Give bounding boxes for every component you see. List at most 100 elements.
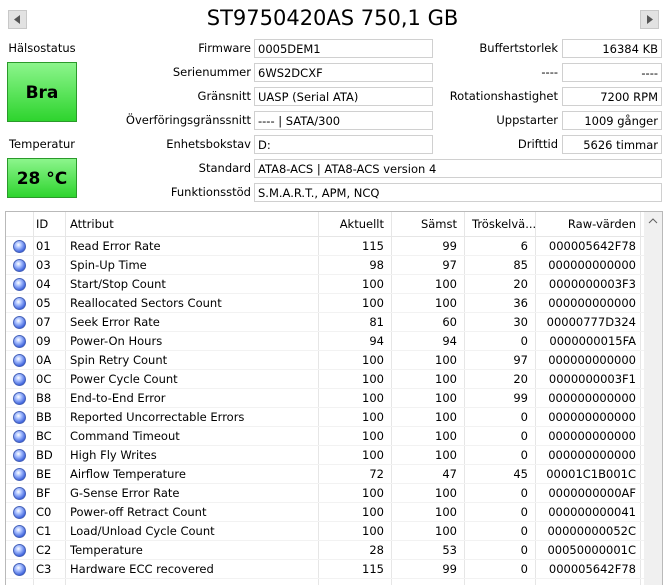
cell: 000000000000	[548, 296, 636, 310]
cell: 81	[369, 315, 384, 329]
cell: 000000000000	[548, 429, 636, 443]
cell: 0A	[36, 353, 52, 367]
cell: 100	[362, 410, 384, 424]
status-icon	[13, 411, 26, 424]
cell: Load/Unload Cycle Count	[70, 524, 215, 538]
cell: 97	[442, 258, 457, 272]
cell: 100	[362, 524, 384, 538]
row-separator	[6, 407, 644, 408]
field-value: ATA8-ACS | ATA8-ACS version 4	[254, 159, 662, 178]
column-header[interactable]: Raw-värden	[567, 217, 636, 231]
cell: 99	[442, 562, 457, 576]
cell: 100	[435, 296, 457, 310]
next-disk-button[interactable]	[640, 10, 659, 29]
field-label: Rotationshastighet	[449, 89, 558, 103]
field-value: D:	[254, 135, 433, 154]
cell: 000000000000	[548, 448, 636, 462]
cell: 04	[36, 277, 51, 291]
cell: Hardware ECC recovered	[70, 562, 214, 576]
cell: 0000000000AF	[548, 486, 636, 500]
column-header[interactable]: Sämst	[420, 217, 457, 231]
field-value: 1009 gånger	[562, 111, 662, 130]
column-separator	[640, 212, 641, 585]
status-icon	[13, 430, 26, 443]
cell: 100	[362, 353, 384, 367]
cell: High Fly Writes	[70, 448, 157, 462]
cell: 85	[513, 258, 528, 272]
column-header[interactable]: ID	[36, 217, 49, 231]
status-icon	[13, 354, 26, 367]
cell: 0000000003F1	[548, 372, 636, 386]
status-icon	[13, 487, 26, 500]
field-label: Enhetsbokstav	[166, 137, 251, 151]
cell: 0000000015FA	[549, 334, 636, 348]
cell: BE	[36, 467, 52, 481]
row-separator	[6, 369, 644, 370]
column-header[interactable]: Attribut	[70, 217, 114, 231]
field-label: Buffertstorlek	[479, 41, 558, 55]
cell: BB	[36, 410, 52, 424]
cell: Reported Uncorrectable Errors	[70, 410, 245, 424]
row-separator	[6, 255, 644, 256]
field-label: Serienummer	[172, 65, 251, 79]
row-separator	[6, 426, 644, 427]
cell: 100	[435, 505, 457, 519]
cell: 100	[362, 296, 384, 310]
field-value: 6WS2DCXF	[254, 63, 433, 82]
field-label: Överföringsgränssnitt	[125, 113, 251, 127]
cell: 0	[520, 505, 528, 519]
field-value: 0005DEM1	[254, 39, 433, 58]
cell: 0000000003F3	[548, 277, 636, 291]
cell: 0	[520, 562, 528, 576]
cell: 0	[520, 543, 528, 557]
field-label: Uppstarter	[496, 113, 558, 127]
row-separator	[6, 350, 644, 351]
cell: 20	[513, 372, 528, 386]
row-separator	[6, 540, 644, 541]
cell: 000005642F78	[548, 239, 636, 253]
health-status[interactable]: Bra	[7, 62, 77, 122]
field-value: ---- | SATA/300	[254, 111, 433, 130]
cell: 00050000001C	[547, 543, 636, 557]
column-separator	[65, 212, 66, 585]
status-icon	[13, 544, 26, 557]
cell: 0	[520, 410, 528, 424]
row-separator	[6, 578, 644, 579]
cell: 100	[362, 448, 384, 462]
column-separator	[318, 212, 319, 585]
row-separator	[6, 559, 644, 560]
status-icon	[13, 259, 26, 272]
column-header[interactable]: Tröskelvä...	[472, 217, 537, 231]
cell: 99	[513, 391, 528, 405]
status-icon	[13, 392, 26, 405]
row-separator	[6, 464, 644, 465]
cell: 28	[369, 543, 384, 557]
cell: 000000000000	[548, 391, 636, 405]
status-icon	[13, 335, 26, 348]
cell: 99	[442, 239, 457, 253]
cell: B8	[36, 391, 52, 405]
row-separator	[6, 293, 644, 294]
scroll-up[interactable]	[644, 212, 662, 230]
cell: Read Error Rate	[70, 239, 161, 253]
field-value: UASP (Serial ATA)	[254, 87, 433, 106]
cell: 09	[36, 334, 51, 348]
column-header[interactable]: Aktuellt	[339, 217, 384, 231]
scrollbar[interactable]	[644, 212, 662, 585]
temperature-status[interactable]: 28 °C	[7, 158, 77, 198]
row-separator	[6, 502, 644, 503]
cell: 000000000000	[548, 258, 636, 272]
cell: 94	[369, 334, 384, 348]
row-separator	[6, 521, 644, 522]
cell: 53	[442, 543, 457, 557]
cell: G-Sense Error Rate	[70, 486, 180, 500]
cell: 00001C1B001C	[546, 467, 636, 481]
field-label: Drifttid	[517, 137, 558, 151]
header-underline	[6, 236, 644, 237]
field-label: Funktionsstöd	[170, 185, 251, 199]
row-separator	[6, 312, 644, 313]
prev-disk-button[interactable]	[8, 10, 27, 29]
status-icon	[13, 297, 26, 310]
cell: Power-off Retract Count	[70, 505, 207, 519]
